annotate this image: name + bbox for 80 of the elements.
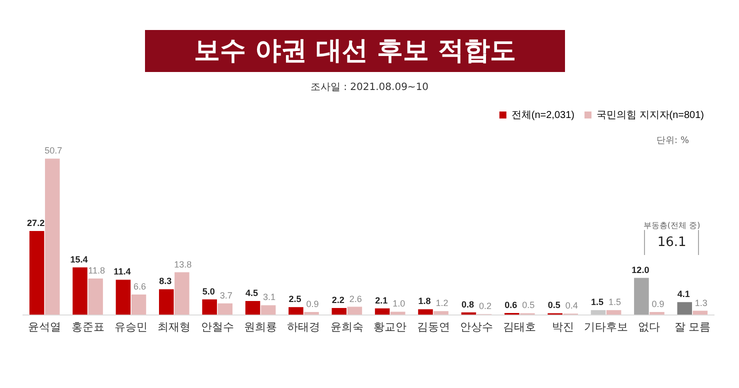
bar [29,231,44,315]
x-tick-label: 원희룡 [244,321,278,334]
data-label: 0.8 [461,299,474,310]
bar [418,309,433,315]
x-tick-label: 윤석열 [28,321,62,334]
bar [304,312,319,315]
data-label: 15.4 [70,254,88,264]
bar [606,310,622,315]
x-tick-label: 없다 [638,321,660,334]
data-label: 50.7 [44,146,62,156]
bar [159,289,174,315]
bar [288,307,304,315]
data-label: 27.2 [27,218,45,228]
x-tick-label: 김동연 [416,321,450,334]
data-label: 2.2 [332,295,344,306]
bar [374,308,390,315]
data-label: 2.6 [349,294,362,304]
x-tick-label: 안상수 [460,321,493,334]
x-tick-label: 박진 [552,321,574,334]
text: 단위: % [656,135,689,147]
data-label: 13.8 [174,259,192,270]
x-tick-label: 잘 모름 [674,321,710,334]
chart-title: 보수 야권 대선 후보 적합도 [145,30,565,72]
data-label: 2.5 [288,294,302,304]
data-label: 0.5 [548,300,560,310]
bar [218,303,233,315]
bar [677,302,692,315]
data-label: 0.9 [306,299,319,310]
x-tick-label: 윤희숙 [330,321,364,334]
bar [72,267,88,315]
bar [202,299,217,315]
bar [390,312,406,315]
x-tick-label: 하태경 [287,321,320,334]
x-tick-label: 유승민 [114,321,148,334]
data-label: 11.8 [88,265,105,276]
bar [174,272,190,315]
x-tick-label: 기타후보 [584,321,628,334]
data-label: 5.0 [202,286,215,296]
bar [434,311,448,315]
bar [245,300,260,315]
x-tick-label: 안철수 [200,321,234,334]
x-tick-label: 김태호 [503,321,536,334]
data-label: 6.6 [133,281,146,292]
data-label: 0.9 [652,299,664,310]
bar [590,310,606,315]
data-label: 1.5 [591,297,604,308]
x-tick-label: 홍준표 [71,321,104,334]
bar [634,278,649,315]
bar [347,306,362,315]
data-label: 8.3 [159,276,172,286]
bar [260,305,276,315]
data-label: 1.8 [418,296,431,306]
legend-label: 국민의힘 지지자(n=801) [596,110,704,121]
data-label: 3.7 [220,290,232,300]
data-label: 1.0 [392,298,406,309]
x-tick-label: 최재형 [158,321,191,334]
bar [650,312,664,315]
data-label: 3.1 [263,292,276,302]
legend-label: 전체(n=2,031) [511,110,574,121]
data-label: 0.2 [478,301,492,312]
bar [131,294,146,315]
chart-subtitle: 조사일 : 2021.08.09~10 [309,81,430,94]
data-label: 0.6 [504,300,518,310]
data-label: 1.3 [694,298,708,308]
data-label: 11.4 [114,266,131,277]
data-label: 1.2 [436,298,448,308]
bar [88,278,103,315]
data-label: 4.1 [677,289,690,300]
data-label: 0.4 [565,300,578,311]
annotation: 부동층(전체 중) [641,220,702,230]
x-tick-label: 황교안 [374,321,407,334]
bar [332,308,347,315]
annotation: 16.1 [656,234,688,250]
data-label: 0.5 [522,300,535,310]
data-label: 2.1 [375,295,388,306]
data-label: 4.5 [246,288,258,298]
data-label: 1.5 [608,297,622,308]
bar [116,280,131,315]
bar [44,158,60,315]
data-label: 12.0 [632,264,650,275]
